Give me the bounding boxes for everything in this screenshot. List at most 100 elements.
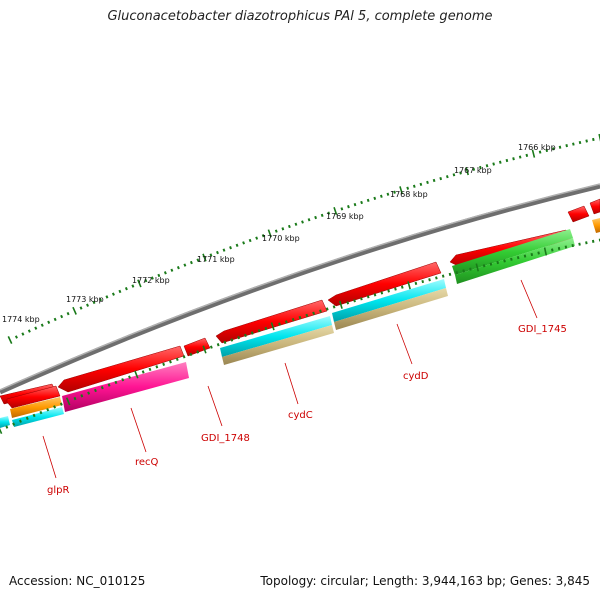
minor-tick (462, 269, 465, 273)
major-tick (598, 133, 600, 142)
minor-tick (592, 137, 595, 142)
gene-label-gdi1748: GDI_1748 (201, 433, 250, 444)
feature-bar-magenta[interactable] (62, 362, 189, 412)
minor-tick (98, 297, 102, 302)
major-tick (543, 247, 548, 256)
minor-tick (53, 405, 57, 409)
minor-tick (114, 380, 118, 385)
minor-tick (60, 314, 64, 319)
minor-tick (393, 190, 396, 194)
gene-arrow[interactable] (183, 337, 211, 357)
feature-bar-cyan[interactable] (220, 316, 332, 357)
minor-tick (314, 215, 318, 220)
feature-bar-cyan[interactable] (332, 279, 446, 322)
gene-label-glpR: glpR (47, 485, 69, 496)
minor-tick (373, 293, 377, 297)
minor-tick (162, 362, 166, 366)
minor-tick (196, 350, 200, 354)
minor-tick (264, 326, 268, 331)
minor-tick (492, 162, 495, 166)
minor-tick (46, 408, 50, 412)
feature-bar-green[interactable] (452, 229, 573, 275)
minor-tick (366, 295, 370, 299)
minor-tick (380, 291, 384, 295)
map-title: Gluconacetobacter diazotrophicus PAl 5, … (107, 9, 493, 24)
minor-tick (189, 352, 193, 357)
minor-tick (291, 318, 295, 322)
gene-arrow[interactable] (327, 261, 442, 307)
minor-tick (538, 150, 542, 154)
minor-tick (301, 220, 304, 224)
minor-tick (182, 355, 186, 359)
minor-tick (118, 289, 122, 294)
minor-tick (455, 271, 459, 275)
feature-bar-tan[interactable] (222, 325, 334, 365)
gene-arrow[interactable] (589, 198, 600, 215)
minor-tick (386, 192, 390, 196)
kbp-label: 1768 kbp (390, 190, 428, 199)
minor-tick (545, 148, 549, 153)
gene-label-recQ: recQ (135, 457, 159, 468)
accession-text: Accession: NC_010125 (9, 574, 146, 588)
gene-label-cydD: cydD (403, 371, 429, 382)
major-tick (333, 206, 338, 216)
major-tick (475, 263, 480, 272)
kbp-label: 1774 kbp (2, 315, 40, 324)
gene-arrow[interactable] (215, 299, 328, 344)
minor-tick (327, 211, 331, 215)
gene-arrow[interactable] (57, 345, 185, 393)
minor-tick (274, 229, 278, 233)
minor-tick (281, 227, 285, 231)
minor-tick (169, 360, 172, 364)
minor-tick (175, 357, 179, 361)
minor-tick (394, 287, 397, 291)
minor-tick (196, 258, 200, 262)
minor-tick (59, 402, 63, 406)
minor-tick (278, 322, 281, 326)
minor-tick (448, 272, 452, 276)
feature-bar-tan[interactable] (334, 288, 448, 330)
gene-arrow[interactable] (6, 385, 61, 409)
minor-tick (472, 167, 476, 171)
minor-tick (479, 165, 482, 170)
minor-tick (340, 207, 344, 211)
minor-tick (558, 145, 562, 149)
minor-tick (107, 383, 111, 387)
major-tick (399, 186, 404, 195)
minor-tick (585, 139, 588, 143)
feature-bar-cyan[interactable] (12, 407, 64, 427)
minor-tick (124, 287, 128, 291)
minor-tick (79, 306, 83, 310)
minor-tick (469, 267, 472, 271)
feature-bar-cyan[interactable] (0, 416, 10, 428)
minor-tick (34, 326, 38, 330)
minor-tick (360, 297, 363, 301)
feature-bar-orange[interactable] (10, 397, 62, 418)
minor-tick (170, 268, 174, 272)
minor-tick (512, 157, 515, 161)
major-tick (65, 397, 71, 406)
minor-tick (223, 340, 227, 344)
minor-tick (510, 257, 513, 261)
minor-tick (552, 147, 555, 151)
gene-arrow[interactable] (567, 205, 590, 223)
minor-tick (360, 200, 363, 205)
minor-tick (445, 175, 449, 179)
minor-tick (100, 386, 104, 390)
minor-tick (585, 241, 588, 245)
minor-tick (94, 388, 97, 393)
feature-bar-orange[interactable] (592, 218, 600, 233)
minor-tick (435, 276, 438, 280)
minor-tick (189, 260, 193, 265)
minor-tick (578, 140, 582, 145)
minor-tick (421, 279, 425, 284)
minor-tick (53, 317, 57, 322)
minor-tick (155, 365, 159, 369)
minor-tick (503, 259, 506, 263)
minor-tick (525, 153, 529, 157)
minor-tick (307, 218, 311, 222)
minor-tick (312, 311, 316, 315)
minor-tick (439, 176, 443, 181)
major-tick (407, 281, 411, 290)
